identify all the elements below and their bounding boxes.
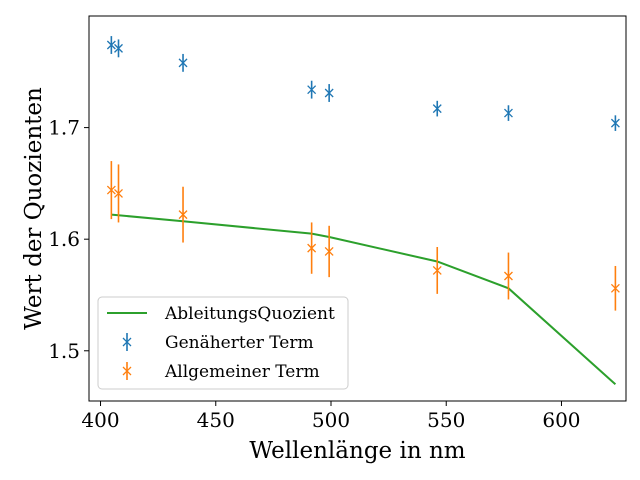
data-point: [114, 188, 123, 198]
data-point: [114, 43, 123, 53]
plot-marks: [106, 36, 620, 386]
data-point: [307, 243, 317, 253]
legend-label: Genäherter Term: [165, 333, 314, 353]
data-point: [432, 104, 442, 114]
data-point: [178, 210, 188, 220]
data-point: [432, 265, 442, 275]
y-tick-label: 1.7: [48, 116, 80, 140]
data-point: [503, 271, 513, 281]
plot-frame: [88, 15, 627, 402]
data-point: [178, 58, 188, 68]
y-tick-label: 1.6: [48, 227, 80, 251]
y-axis-label: Wert der Quozienten: [21, 87, 47, 330]
legend-marker-handle: [122, 366, 132, 376]
data-point: [106, 40, 116, 50]
x-tick-label: 600: [542, 408, 580, 432]
y-tick-label: 1.5: [48, 339, 80, 363]
data-point: [307, 85, 317, 95]
data-point: [610, 283, 620, 293]
legend: AbleitungsQuozient Genäherter Term Allgeme…: [97, 296, 349, 390]
data-point: [324, 88, 334, 98]
data-point: [503, 108, 513, 118]
data-point: [106, 185, 116, 195]
data-point: [610, 118, 620, 128]
y-axis: 1.5 1.6 1.7: [48, 116, 89, 363]
x-tick-label: 550: [427, 408, 465, 432]
x-axis-label: Wellenlänge in nm: [249, 438, 465, 464]
legend-label: AbleitungsQuozient: [164, 304, 335, 324]
x-tick-label: 500: [312, 408, 350, 432]
legend-marker-handle: [122, 337, 132, 347]
x-axis: 400 450 500 550 600: [81, 401, 581, 432]
x-tick-label: 400: [81, 408, 119, 432]
data-point: [324, 247, 334, 256]
legend-label: Allgemeiner Term: [164, 362, 320, 382]
legend-box: [97, 296, 349, 390]
x-tick-label: 450: [197, 408, 235, 432]
